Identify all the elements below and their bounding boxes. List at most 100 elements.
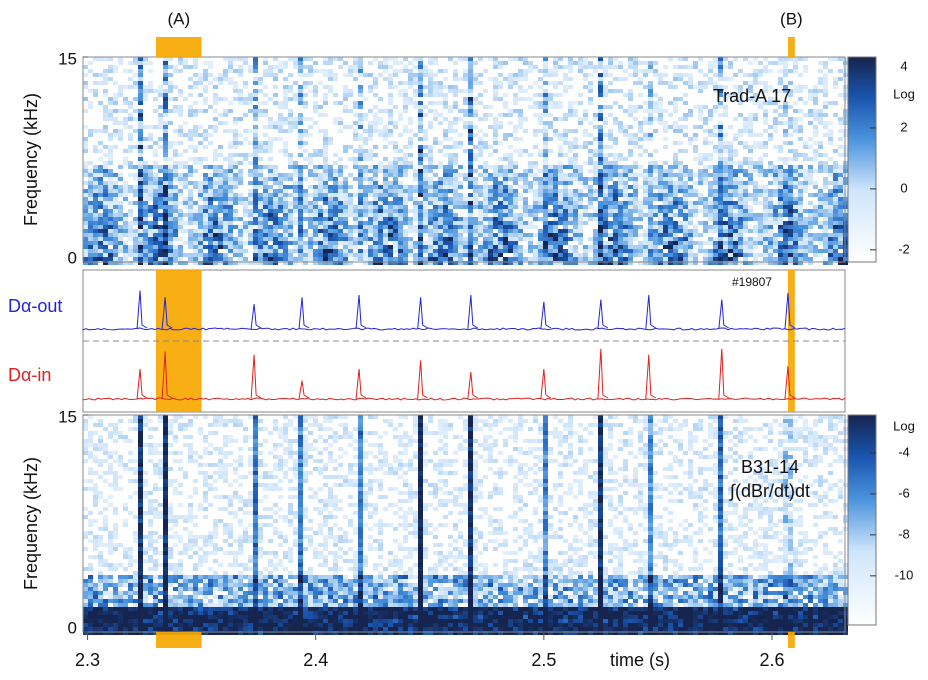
spectrogram-cell: [148, 213, 153, 217]
spectrogram-cell: [143, 165, 148, 169]
spectrogram-cell: [468, 221, 473, 225]
spectrogram-cell: [363, 197, 368, 201]
spectrogram-cell: [178, 109, 183, 113]
spectrogram-cell: [368, 249, 373, 253]
spectrogram-cell: [153, 221, 158, 225]
spectrogram-cell: [363, 169, 368, 173]
spectrogram-cell: [678, 209, 683, 213]
spectrogram-cell: [713, 189, 718, 193]
spectrogram-cell: [758, 169, 763, 173]
spectrogram-cell: [583, 133, 588, 137]
spectrogram-cell: [113, 253, 118, 257]
spectrogram-cell: [358, 193, 363, 197]
spectrogram-cell: [343, 221, 348, 225]
spectrogram-cell: [233, 225, 238, 229]
spectrogram-cell: [248, 233, 253, 237]
spectrogram-cell: [343, 97, 348, 101]
spectrogram-cell: [778, 157, 783, 161]
spectrogram-cell: [468, 97, 473, 101]
spectrogram-cell: [743, 205, 748, 209]
spectrogram-cell: [638, 209, 643, 213]
spectrogram-cell: [103, 217, 108, 221]
spectrogram-cell: [373, 221, 378, 225]
spectrogram-cell: [503, 225, 508, 229]
spectrogram-cell: [373, 153, 378, 157]
spectrogram-cell: [408, 97, 413, 101]
spectrogram-cell: [738, 229, 743, 233]
spectrogram-cell: [563, 217, 568, 221]
spectrogram-cell: [313, 229, 318, 233]
spectrogram-cell: [478, 173, 483, 177]
spectrogram-cell: [318, 105, 323, 109]
spectrogram-cell: [628, 169, 633, 173]
spectrogram-cell: [568, 109, 573, 113]
spectrogram-cell: [253, 161, 258, 165]
spectrogram-cell: [298, 129, 303, 133]
spectrogram-cell: [388, 65, 393, 69]
spectrogram-cell: [108, 229, 113, 233]
spectrogram-cell: [353, 241, 358, 245]
spectrogram-cell: [133, 117, 138, 121]
spectrogram-cell: [338, 229, 343, 233]
spectrogram-cell: [668, 249, 673, 253]
spectrogram-cell: [673, 105, 678, 109]
spectrogram-cell: [308, 213, 313, 217]
spectrogram-cell: [813, 85, 818, 89]
spectrogram-cell: [108, 209, 113, 213]
spectrogram-cell: [313, 101, 318, 105]
spectrogram-cell: [443, 249, 448, 253]
spectrogram-cell: [673, 85, 678, 89]
spectrogram-cell: [188, 173, 193, 177]
spectrogram-cell: [623, 213, 628, 217]
spectrogram-cell: [503, 173, 508, 177]
spectrogram-cell: [483, 69, 488, 73]
spectrogram-cell: [108, 109, 113, 113]
spectrogram-cell: [748, 149, 753, 153]
spectrogram-cell: [483, 161, 488, 165]
spectrogram-cell: [163, 89, 168, 93]
spectrogram-cell: [283, 185, 288, 189]
spectrogram-cell: [523, 77, 528, 81]
spectrogram-cell: [103, 257, 108, 261]
spectrogram-cell: [783, 225, 788, 229]
spectrogram-cell: [108, 185, 113, 189]
spectrogram-cell: [303, 201, 308, 205]
spectrogram-cell: [533, 193, 538, 197]
spectrogram-cell: [713, 185, 718, 189]
spectrogram-cell: [628, 89, 633, 93]
spectrogram-cell: [303, 57, 308, 61]
spectrogram-cell: [233, 69, 238, 73]
spectrogram-cell: [638, 93, 643, 97]
spectrogram-cell: [148, 85, 153, 89]
spectrogram-cell: [483, 197, 488, 201]
spectrogram-cell: [708, 77, 713, 81]
spectrogram-cell: [788, 165, 793, 169]
spectrogram-cell: [88, 177, 93, 181]
spectrogram-cell: [293, 181, 298, 185]
spectrogram-cell: [573, 161, 578, 165]
spectrogram-cell: [393, 197, 398, 201]
spectrogram-cell: [268, 225, 273, 229]
spectrogram-cell: [743, 209, 748, 213]
spectrogram-cell: [203, 69, 208, 73]
spectrogram-cell: [333, 161, 338, 165]
spectrogram-cell: [663, 253, 668, 257]
spectrogram-cell: [263, 217, 268, 221]
spectrogram-cell: [508, 109, 513, 113]
spectrogram-cell: [293, 205, 298, 209]
spectrogram-cell: [378, 221, 383, 225]
spectrogram-cell: [543, 229, 548, 233]
spectrogram-cell: [723, 113, 728, 117]
spectrogram-cell: [333, 241, 338, 245]
spectrogram-cell: [683, 213, 688, 217]
spectrogram-cell: [153, 249, 158, 253]
spectrogram-cell: [103, 117, 108, 121]
spectrogram-cell: [178, 125, 183, 129]
spectrogram-cell: [678, 141, 683, 145]
spectrogram-cell: [758, 225, 763, 229]
spectrogram-cell: [733, 177, 738, 181]
spectrogram-cell: [493, 201, 498, 205]
spectrogram-cell: [478, 189, 483, 193]
spectrogram-cell: [103, 57, 108, 61]
spectrogram-cell: [448, 145, 453, 149]
